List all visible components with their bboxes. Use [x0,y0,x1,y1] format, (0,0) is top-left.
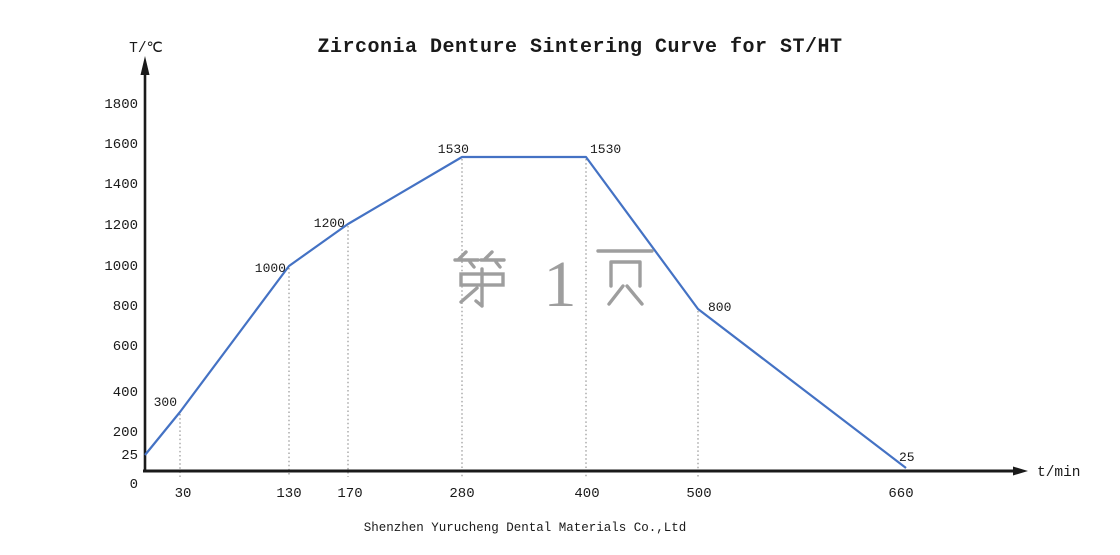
watermark-char-di-icon [453,250,506,308]
x-axis-title: t/min [1037,465,1081,481]
x-tick-label: 130 [276,486,301,502]
y-tick-label: 200 [113,425,138,441]
y-tick-label: 1400 [104,177,138,193]
x-tick-label: 400 [574,486,599,502]
y-tick-label: 1000 [104,259,138,275]
y-tick-label: 0 [130,477,138,493]
y-tick-label: 600 [113,339,138,355]
watermark-glyphs: 1 [453,248,654,321]
x-tick-label: 170 [337,486,362,502]
chart-title: Zirconia Denture Sintering Curve for ST/… [317,36,843,59]
y-tick-label: 1200 [104,218,138,234]
x-axis-arrow-icon [1013,466,1028,476]
x-tick-label: 280 [449,486,474,502]
watermark-number: 1 [544,248,577,321]
point-label: 800 [708,300,731,315]
point-label: 1000 [255,261,286,276]
company-footer: Shenzhen Yurucheng Dental Materials Co.,… [363,521,687,535]
y-tick-label: 25 [121,448,138,464]
y-axis-arrow-icon [140,56,150,75]
x-tick-label: 500 [686,486,711,502]
point-label: 25 [899,450,915,465]
y-tick-label: 800 [113,299,138,315]
point-label: 1200 [314,216,345,231]
y-tick-label: 400 [113,385,138,401]
point-label: 300 [154,395,177,410]
y-tick-label: 1800 [104,97,138,113]
x-tick-label: 30 [175,486,192,502]
x-tick-label: 660 [888,486,913,502]
y-axis-title: T/℃ [129,41,163,57]
watermark-char-ye-icon [596,249,654,306]
point-label: 1530 [590,142,621,157]
temperature-curve [144,155,907,469]
y-tick-label: 1600 [104,137,138,153]
page-watermark: 1 [438,242,668,322]
point-label: 1530 [438,142,469,157]
